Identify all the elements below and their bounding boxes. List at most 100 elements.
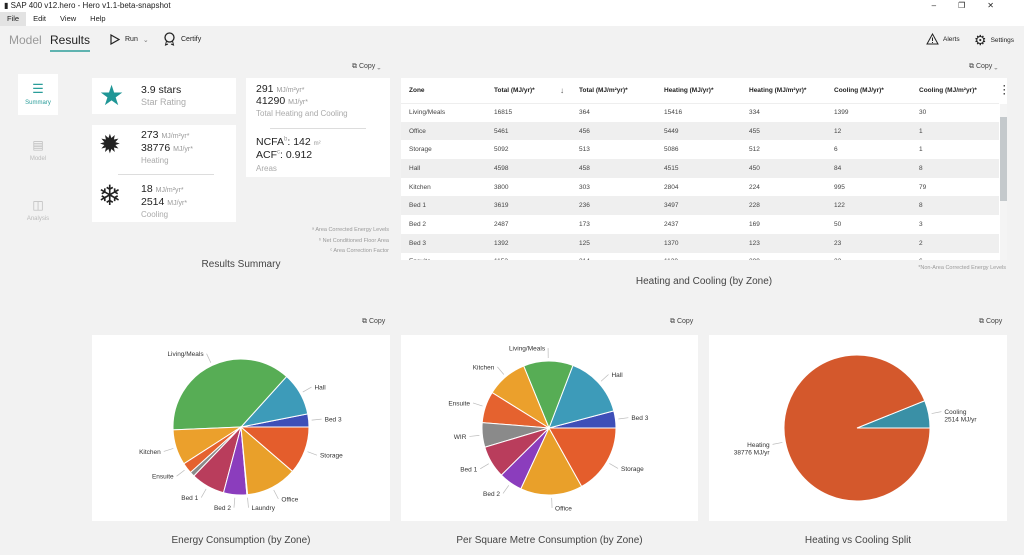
table-row[interactable]: Bed 3 1392 125 1370 123 23 2: [401, 233, 999, 253]
pie-slice[interactable]: [548, 427, 617, 488]
analysis-chart-icon: ◫: [32, 198, 44, 212]
sidebar-item-model[interactable]: ▤ Model: [18, 138, 58, 162]
ncfa-value: 142: [293, 136, 311, 148]
leader-line: [247, 497, 249, 508]
sidebar-label: Model: [29, 156, 47, 162]
menu-edit[interactable]: Edit: [33, 14, 47, 23]
table-cell: 2804: [664, 183, 679, 191]
table-row[interactable]: Storage 5092 513 5086 512 6 1: [401, 140, 999, 159]
leader-line: [618, 417, 629, 420]
tab-model[interactable]: Model: [9, 33, 42, 47]
column-header[interactable]: Zone: [409, 86, 425, 94]
table-cell: 228: [741, 196, 826, 216]
table-cell: 122: [826, 196, 911, 216]
footnote: ᶜ Area Correction Factor: [330, 248, 389, 254]
column-header[interactable]: Heating (MJ/m²yr)*: [749, 86, 807, 94]
table-cell: 364: [579, 109, 590, 117]
snowflake-icon: ❄: [98, 180, 122, 211]
column-header[interactable]: Cooling (MJ/yr)*: [834, 86, 884, 94]
heating-total: 38776: [141, 142, 171, 154]
pie-slice[interactable]: [783, 354, 931, 502]
column-header[interactable]: Heating (MJ/yr)*: [664, 86, 714, 94]
menu-file[interactable]: File: [0, 12, 27, 26]
table-cell: 995: [834, 183, 845, 191]
heating-cooling-card: ✹ 273 MJ/m²yr* 38776 MJ/yr* Heating ❄ 18…: [92, 125, 236, 222]
table-scrollbar[interactable]: [1000, 104, 1007, 260]
slice-label: Bed 3: [325, 417, 342, 424]
table-row[interactable]: Living/Meals 16815 364 15416 334 1399 30: [401, 103, 999, 122]
table-cell: 1130: [656, 253, 741, 260]
pie-slice[interactable]: [520, 426, 583, 496]
run-button[interactable]: Run ⌄: [110, 34, 149, 45]
table-cell: 15416: [664, 109, 683, 117]
ncfa-label: NCFA: [256, 136, 285, 148]
column-header[interactable]: Cooling (MJ/m²yr)*: [919, 86, 977, 94]
copy-button-chart-3[interactable]: ⧉ Copy: [979, 318, 1003, 325]
copy-dropdown-summary[interactable]: ⧉ Copy ⌄: [352, 63, 381, 70]
leader-line: [302, 386, 312, 393]
copy-button-chart-1[interactable]: ⧉ Copy: [362, 318, 386, 325]
window-controls[interactable]: –❐✕: [931, 1, 1016, 10]
table-cell: 4515: [656, 159, 741, 178]
table-row[interactable]: Hall 4598 458 4515 450 84 8: [401, 159, 999, 178]
settings-label: Settings: [990, 37, 1015, 44]
certify-button[interactable]: Certify: [163, 32, 201, 46]
award-icon: [164, 32, 175, 46]
table-row[interactable]: Kitchen 3800 303 2804 224 995 79: [401, 178, 999, 197]
more-options-icon[interactable]: · · ·: [1003, 81, 1006, 99]
table-row[interactable]: Ensuite11533141130309226: [401, 253, 999, 260]
table-cell: 309: [741, 253, 826, 260]
leader-line: [307, 451, 318, 456]
pie-slice[interactable]: [239, 426, 310, 473]
leader-line: [163, 448, 174, 452]
menu-help[interactable]: Help: [90, 14, 106, 23]
column-header[interactable]: Total (MJ/yr)*: [494, 86, 535, 94]
table-row[interactable]: Bed 2 2487 173 2437 169 50 3: [401, 215, 999, 234]
window-title: SAP 400 v12.hero - Hero v1.1-beta-snapsh…: [10, 1, 171, 10]
certify-label: Certify: [181, 35, 202, 43]
tab-results[interactable]: Results: [50, 33, 91, 52]
table-cell: 1: [911, 121, 999, 141]
alerts-button[interactable]: Alerts: [926, 33, 960, 45]
copy-dropdown-table[interactable]: ⧉ Copy ⌄: [969, 63, 998, 70]
scrollbar-thumb[interactable]: [1000, 117, 1007, 201]
pie-slice[interactable]: [548, 364, 615, 429]
table-row[interactable]: Office 5461 456 5449 455 12 1: [401, 121, 999, 141]
copy-button-chart-2[interactable]: ⧉ Copy: [670, 318, 694, 325]
leader-line: [609, 463, 619, 469]
leader-line: [206, 353, 212, 363]
sidebar-item-summary[interactable]: ☰ Summary: [18, 74, 58, 115]
total-per-area: 291: [256, 83, 274, 95]
table-row[interactable]: Bed 1 3619 236 3497 228 122 8: [401, 196, 999, 216]
table-cell: 5449: [656, 121, 741, 141]
title-bar: ▮ SAP 400 v12.hero - Hero v1.1-beta-snap…: [0, 0, 1024, 12]
footnote: ᵃ Area Corrected Energy Levels: [312, 227, 389, 233]
total-value: 41290: [256, 95, 286, 107]
total-areas-card: 291 MJ/m²yr* 41290 MJ/yr* Total Heating …: [246, 78, 390, 177]
slice-label: Kitchen: [139, 449, 161, 456]
table-cell: 16815: [494, 109, 513, 117]
column-header[interactable]: Total (MJ/m²yr)*: [579, 86, 628, 94]
heating-label: Heating: [141, 156, 169, 165]
sidebar-item-analysis[interactable]: ◫ Analysis: [18, 198, 58, 222]
divider: [270, 128, 366, 129]
table-cell: 84: [826, 159, 911, 178]
leader-line: [931, 411, 942, 414]
leader-line: [472, 402, 483, 407]
copy-label: Copy: [358, 63, 376, 70]
sun-icon: ✹: [99, 129, 121, 159]
menu-view[interactable]: View: [60, 14, 77, 23]
settings-button[interactable]: ⚙ Settings: [974, 32, 1014, 49]
table-cell: 314: [571, 253, 656, 260]
pie-slice[interactable]: [172, 358, 288, 431]
slice-label: Cooling: [944, 409, 966, 416]
unit: MJ/m²yr*: [161, 133, 190, 140]
arrow-down-icon[interactable]: ↓: [560, 86, 564, 95]
unit: MJ/m²yr*: [276, 87, 305, 94]
acf-value: 0.912: [285, 149, 313, 161]
chart-title: Heating vs Cooling Split: [804, 535, 912, 546]
list-icon: ☰: [32, 81, 44, 96]
app-icon: ▮: [4, 1, 9, 10]
total-label: Total Heating and Cooling: [256, 109, 348, 118]
slice-label: Kitchen: [473, 364, 495, 371]
